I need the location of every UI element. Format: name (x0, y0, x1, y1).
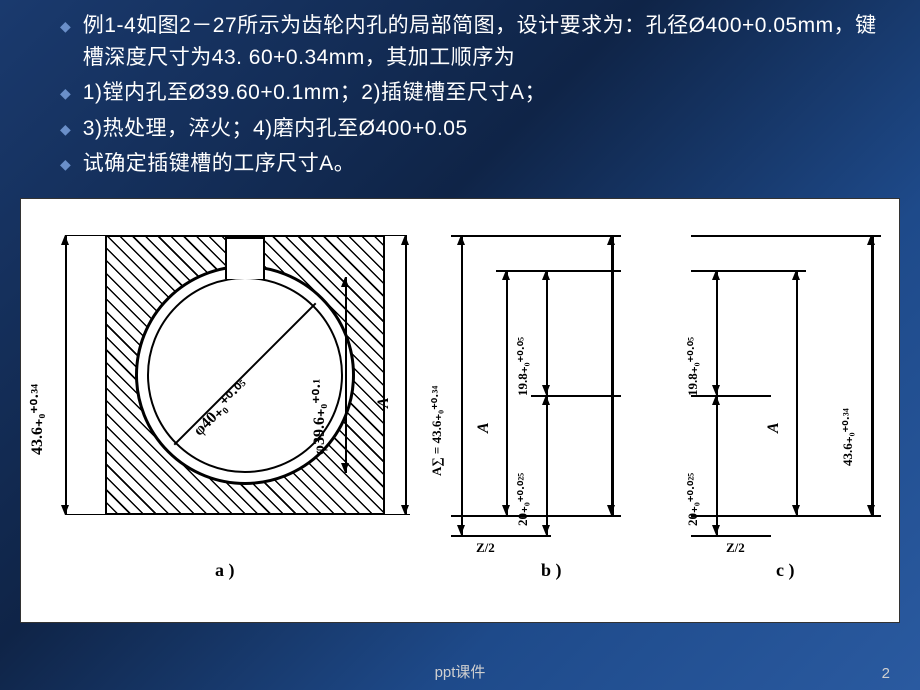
bullet-icon: ◆ (60, 16, 71, 37)
dim-A-c: A (765, 422, 783, 433)
dim-436-c: 43.6₊₀⁺⁰·³⁴ (840, 408, 856, 466)
label-c: c ) (776, 560, 794, 581)
sub-diagram-a: φ40₊₀⁺⁰·⁰⁵ 43.6₊₀⁺⁰·³⁴ φ39.6₊₀⁺⁰·¹ A a ) (35, 205, 425, 585)
dim-198-c: 19.8₊₀⁺⁰·⁰⁵ (685, 337, 701, 396)
dim-A-b: A (475, 422, 493, 433)
bullet-item: ◆ 试确定插键槽的工序尺寸A。 (60, 148, 880, 180)
engineering-diagram: φ40₊₀⁺⁰·⁰⁵ 43.6₊₀⁺⁰·³⁴ φ39.6₊₀⁺⁰·¹ A a ) (20, 198, 900, 623)
bullet-text: 例1-4如图2－27所示为齿轮内孔的局部简图，设计要求为：孔径Ø400+0.05… (83, 10, 880, 73)
dim-Asigma: A∑ = 43.6₊₀⁺⁰·³⁴ (429, 386, 445, 476)
sub-diagram-c: 19.8₊₀⁺⁰·⁰⁵ 20₊₀⁺⁰·⁰²⁵ Z/2 A 43.6₊₀⁺⁰·³⁴… (681, 205, 896, 585)
bullet-item: ◆ 3)热处理，淬火；4)磨内孔至Ø400+0.05 (60, 113, 880, 145)
dim-20-b: 20₊₀⁺⁰·⁰²⁵ (515, 473, 531, 526)
dim-phi396: φ39.6₊₀⁺⁰·¹ (309, 379, 329, 455)
bullet-icon: ◆ (60, 154, 71, 175)
dim-z2-c: Z/2 (726, 540, 745, 556)
bullet-list: ◆ 例1-4如图2－27所示为齿轮内孔的局部简图，设计要求为：孔径Ø400+0.… (0, 0, 920, 180)
dim-198-b: 19.8₊₀⁺⁰·⁰⁵ (515, 337, 531, 396)
bullet-text: 3)热处理，淬火；4)磨内孔至Ø400+0.05 (83, 113, 468, 145)
sub-diagram-b: A∑ = 43.6₊₀⁺⁰·³⁴ A 19.8₊₀⁺⁰·⁰⁵ 20₊₀⁺⁰·⁰²… (441, 205, 671, 585)
dim-z2-b: Z/2 (476, 540, 495, 556)
bullet-text: 试确定插键槽的工序尺寸A。 (83, 148, 356, 180)
bullet-item: ◆ 例1-4如图2－27所示为齿轮内孔的局部简图，设计要求为：孔径Ø400+0.… (60, 10, 880, 73)
dim-43-6: 43.6₊₀⁺⁰·³⁴ (27, 384, 47, 455)
bullet-item: ◆ 1)镗内孔至Ø39.60+0.1mm；2)插键槽至尺寸A； (60, 77, 880, 109)
label-b: b ) (541, 560, 562, 581)
bullet-icon: ◆ (60, 83, 71, 104)
label-a: a ) (215, 560, 235, 581)
bullet-icon: ◆ (60, 119, 71, 140)
bullet-text: 1)镗内孔至Ø39.60+0.1mm；2)插键槽至尺寸A； (83, 77, 546, 109)
footer-page-number: 2 (882, 665, 890, 682)
dim-A: A (375, 397, 393, 408)
footer-center: ppt课件 (435, 661, 486, 682)
dim-20-c: 20₊₀⁺⁰·⁰²⁵ (685, 473, 701, 526)
